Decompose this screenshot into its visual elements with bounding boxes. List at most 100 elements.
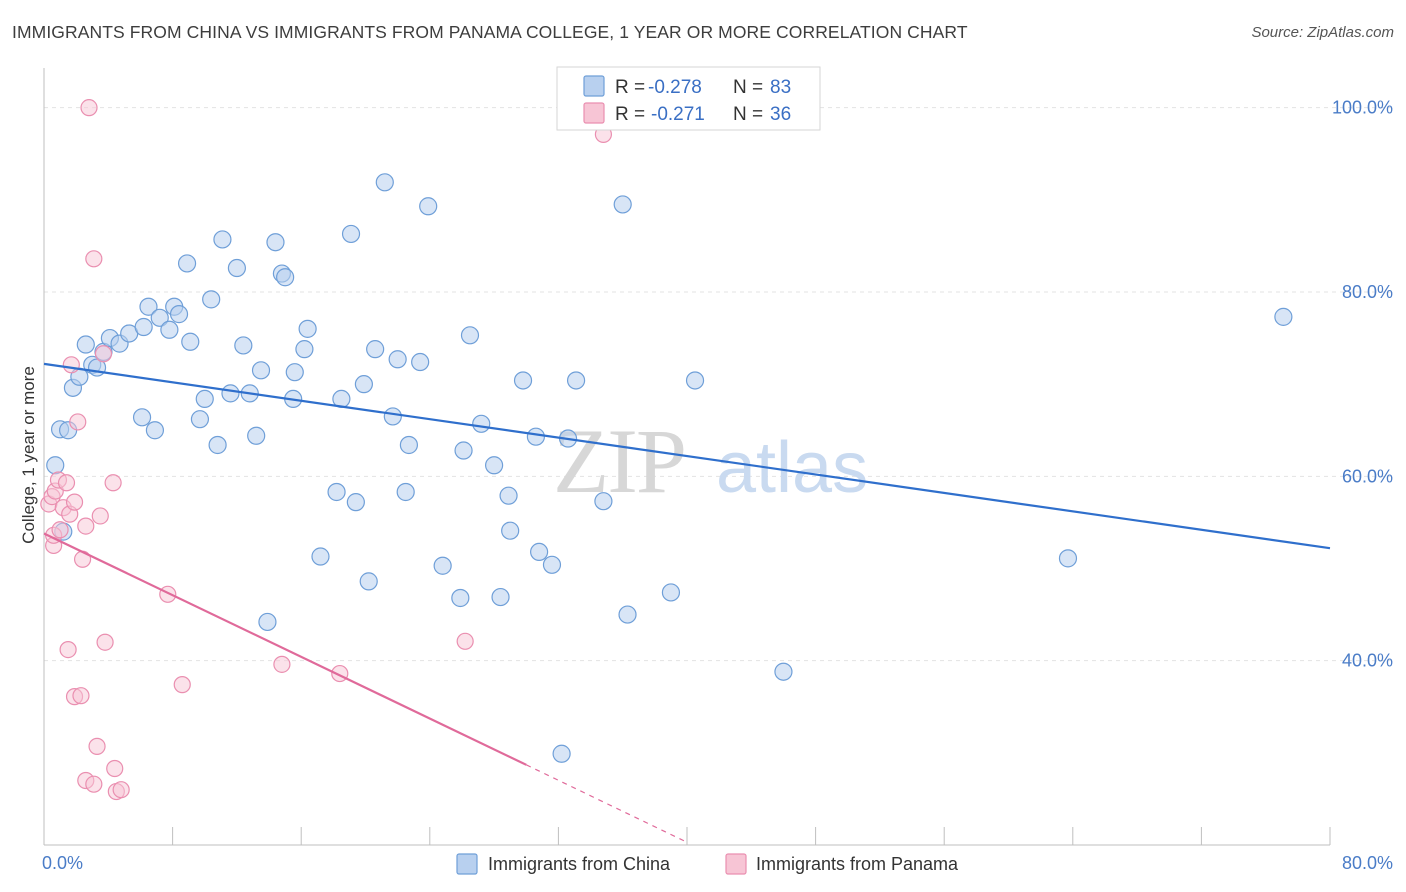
data-point-china (285, 363, 304, 382)
trend-line-panama (43, 532, 527, 766)
data-point-panama (51, 521, 69, 539)
legend-n-label-china: N = (733, 77, 763, 98)
trend-lines (43, 362, 1331, 843)
data-point-china (375, 173, 394, 192)
top-legend: R = -0.278 N = 83 R = -0.271 N = 36 (556, 66, 821, 131)
series-china-points (46, 173, 1293, 763)
data-point-china (661, 583, 681, 602)
bottom-legend-swatch-china (456, 853, 478, 875)
data-point-china (566, 371, 586, 390)
data-point-china (501, 521, 520, 540)
legend-r-value-china: -0.278 (648, 77, 702, 98)
data-point-china (359, 572, 378, 591)
data-point-panama (106, 759, 124, 778)
data-point-china (298, 319, 317, 338)
data-point-china (46, 456, 65, 475)
data-point-china (181, 332, 200, 351)
chart-source: Source: ZipAtlas.com (1251, 24, 1394, 41)
axes (43, 68, 1331, 846)
y-tick-label: 60.0% (1342, 466, 1393, 486)
data-point-china (139, 297, 158, 316)
legend-n-value-panama: 36 (770, 104, 791, 125)
data-point-china (399, 435, 419, 455)
data-point-china (685, 371, 705, 390)
data-point-china (177, 254, 197, 273)
data-point-china (311, 547, 330, 566)
data-point-china (433, 556, 452, 575)
tick-labels: 40.0% 60.0% 80.0% 100.0% 0.0% 80.0% (42, 98, 1393, 873)
data-point-panama (112, 781, 130, 799)
data-point-china (221, 384, 240, 403)
data-point-panama (456, 632, 474, 650)
data-point-china (454, 441, 473, 460)
data-point-panama (65, 493, 84, 511)
data-point-china (513, 371, 533, 390)
watermark-atlas: atlas (716, 428, 868, 508)
data-point-panama (94, 345, 113, 363)
data-point-china (774, 662, 793, 681)
legend-swatch-china (583, 75, 605, 97)
legend-n-value-china: 83 (770, 77, 791, 98)
bottom-legend-label-panama: Immigrants from Panama (756, 854, 959, 874)
data-point-china (195, 389, 214, 409)
data-point-china (396, 482, 415, 502)
legend-r-label-china: R = (615, 77, 645, 98)
bottom-legend-label-china: Immigrants from China (488, 854, 671, 874)
data-point-china (366, 340, 385, 359)
bottom-legend: Immigrants from China Immigrants from Pa… (456, 853, 959, 875)
data-point-china (411, 352, 430, 372)
data-point-china (542, 555, 562, 574)
data-point-china (160, 320, 179, 339)
bottom-legend-swatch-panama (725, 853, 747, 875)
data-point-china (327, 482, 346, 502)
data-point-china (472, 414, 491, 433)
legend-r-value-panama: -0.271 (651, 104, 705, 125)
data-point-china (1058, 549, 1078, 568)
y-tick-label: 100.0% (1332, 98, 1393, 118)
data-point-panama (59, 641, 77, 659)
data-point-panama (173, 676, 191, 694)
data-point-china (234, 336, 253, 355)
data-point-china (618, 605, 637, 624)
legend-r-label-panama: R = (615, 104, 645, 125)
y-tick-label: 80.0% (1342, 282, 1393, 302)
y-axis-label: College, 1 year or more (19, 366, 38, 544)
data-point-panama (159, 585, 177, 603)
data-point-china (383, 407, 402, 426)
data-point-china (341, 224, 361, 244)
data-point-china (276, 268, 295, 287)
trend-line-china (43, 362, 1331, 550)
legend-swatch-panama (583, 102, 605, 124)
data-point-china (354, 375, 373, 394)
data-point-china (247, 426, 266, 445)
data-point-panama (96, 633, 114, 651)
data-point-panama (69, 413, 87, 431)
data-point-china (530, 542, 549, 562)
data-point-china (552, 744, 571, 763)
data-point-china (419, 197, 438, 216)
data-point-china (266, 233, 285, 252)
data-point-china (202, 290, 221, 309)
data-point-china (295, 340, 314, 359)
data-point-panama (91, 507, 109, 525)
series-panama-points (40, 99, 613, 801)
chart-title: IMMIGRANTS FROM CHINA VS IMMIGRANTS FROM… (12, 22, 968, 42)
data-point-china (169, 305, 189, 324)
data-point-panama (57, 474, 76, 492)
data-point-china (190, 410, 210, 429)
data-point-china (491, 587, 510, 607)
data-point-china (145, 421, 165, 440)
data-point-china (594, 492, 613, 511)
data-point-panama (72, 687, 90, 705)
data-point-panama (104, 474, 122, 492)
y-tick-label: 40.0% (1342, 651, 1393, 671)
data-point-china (388, 350, 407, 369)
data-point-china (526, 427, 545, 446)
data-point-panama (85, 250, 103, 268)
x-tick-label: 80.0% (1342, 853, 1393, 873)
trend-line-panama-extension (525, 764, 688, 843)
data-point-panama (85, 775, 103, 793)
data-point-china (150, 308, 169, 327)
data-point-panama (273, 655, 291, 673)
data-point-panama (62, 356, 80, 374)
